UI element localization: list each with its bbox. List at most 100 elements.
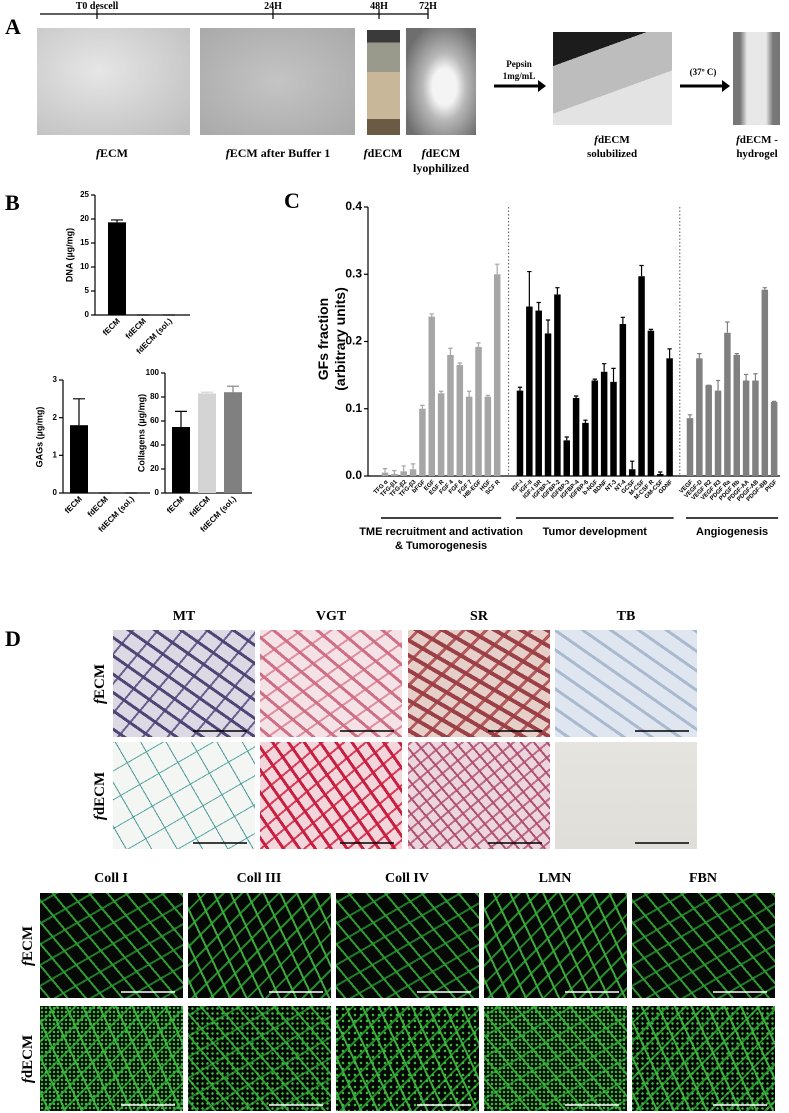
y-tick-label: 0 xyxy=(53,488,58,497)
y-tick-label: 5 xyxy=(85,286,90,295)
timeline-label: 24H xyxy=(264,1,282,12)
micrograph xyxy=(555,630,697,737)
bar xyxy=(70,425,88,493)
error-bar xyxy=(517,386,523,391)
group-label: Angiogenesis xyxy=(696,526,769,538)
arrow-head xyxy=(722,80,730,92)
caption: fdECM lyophilized xyxy=(412,146,469,175)
arrow-label: Pepsin 1mg/mL xyxy=(502,59,536,81)
error-bar xyxy=(495,263,500,275)
error-bar xyxy=(697,353,702,359)
error-bar xyxy=(73,398,85,426)
x-tick-label: fECM xyxy=(63,494,84,515)
panel-letter: D xyxy=(5,626,21,651)
y-tick-label: 0.4 xyxy=(345,199,362,213)
bar xyxy=(544,333,552,476)
error-bar xyxy=(753,373,758,381)
y-axis-label: GAGs (µg/mg) xyxy=(34,407,44,468)
y-tick-label: 100 xyxy=(146,368,160,377)
micrograph xyxy=(336,1006,479,1111)
caption: fdECM - hydrogel xyxy=(736,134,778,160)
photo xyxy=(406,28,476,135)
error-bar xyxy=(527,270,532,307)
stain-header: VGT xyxy=(315,609,347,624)
error-bar xyxy=(227,385,239,393)
micrograph xyxy=(260,742,402,849)
bar xyxy=(456,365,464,476)
error-bar xyxy=(725,321,730,333)
bar xyxy=(724,332,731,476)
error-bar xyxy=(401,465,406,472)
bar xyxy=(591,380,599,476)
bar xyxy=(628,469,636,476)
stain-header: Coll III xyxy=(236,871,282,886)
bar xyxy=(638,276,645,476)
micrograph xyxy=(336,893,479,998)
panel-letter: B xyxy=(5,190,20,215)
error-bar xyxy=(715,379,721,391)
photo xyxy=(553,32,672,125)
error-bar xyxy=(573,395,579,398)
y-tick-label: 80 xyxy=(150,392,159,401)
error-bar xyxy=(762,287,767,290)
error-bar xyxy=(592,378,597,381)
bar xyxy=(733,354,740,476)
y-axis-label: Collagens (µg/mg) xyxy=(136,394,146,472)
error-bar xyxy=(485,394,491,397)
bar xyxy=(535,310,542,476)
micrograph xyxy=(484,893,627,998)
error-bar xyxy=(743,373,749,381)
bar xyxy=(172,427,190,493)
stain-header: Coll IV xyxy=(385,871,429,886)
y-tick-label: 25 xyxy=(80,190,89,199)
bar xyxy=(198,393,216,493)
y-axis-label: GFs fraction (arbitrary units) xyxy=(315,287,348,391)
caption: fECM xyxy=(96,146,128,160)
stain-header: SR xyxy=(470,609,488,624)
error-bar xyxy=(555,287,560,295)
error-bar xyxy=(545,319,551,334)
error-bar xyxy=(476,342,481,347)
row-label: fECM xyxy=(92,663,108,704)
bar xyxy=(770,402,778,476)
micrograph xyxy=(40,893,183,998)
error-bar xyxy=(448,347,453,355)
error-bar xyxy=(438,390,444,394)
y-tick-label: 15 xyxy=(80,238,89,247)
y-tick-label: 0.1 xyxy=(345,401,362,415)
bar xyxy=(526,306,533,476)
y-tick-label: 1 xyxy=(53,450,58,459)
micrograph xyxy=(484,1006,627,1111)
x-tick-label: fECM xyxy=(165,494,186,515)
timeline-label: T0 descell xyxy=(75,1,119,12)
error-bar xyxy=(639,264,644,277)
bar xyxy=(437,393,445,476)
bar xyxy=(761,289,769,476)
bar xyxy=(428,316,435,476)
bar xyxy=(224,392,242,493)
photo xyxy=(200,28,355,135)
caption: fdECM xyxy=(363,146,403,160)
y-tick-label: 0 xyxy=(85,310,90,319)
y-tick-label: 60 xyxy=(150,416,159,425)
row-label: fdECM xyxy=(20,1034,36,1083)
bar xyxy=(657,473,664,476)
bar xyxy=(516,390,524,476)
y-tick-label: 20 xyxy=(80,214,89,223)
photo xyxy=(37,28,190,135)
stain-header: LMN xyxy=(538,871,572,886)
error-bar xyxy=(583,419,588,423)
panel-letter: A xyxy=(5,14,21,39)
error-bar xyxy=(658,471,663,474)
bar xyxy=(705,385,712,476)
error-bar xyxy=(392,470,397,474)
x-tick-label: fdECM xyxy=(86,494,111,519)
error-bar xyxy=(620,316,626,325)
panel-letter: C xyxy=(284,188,300,213)
y-tick-label: 2 xyxy=(53,413,58,422)
bar xyxy=(475,346,482,476)
caption: fdECM solubilized xyxy=(586,134,638,160)
bar xyxy=(619,324,627,476)
